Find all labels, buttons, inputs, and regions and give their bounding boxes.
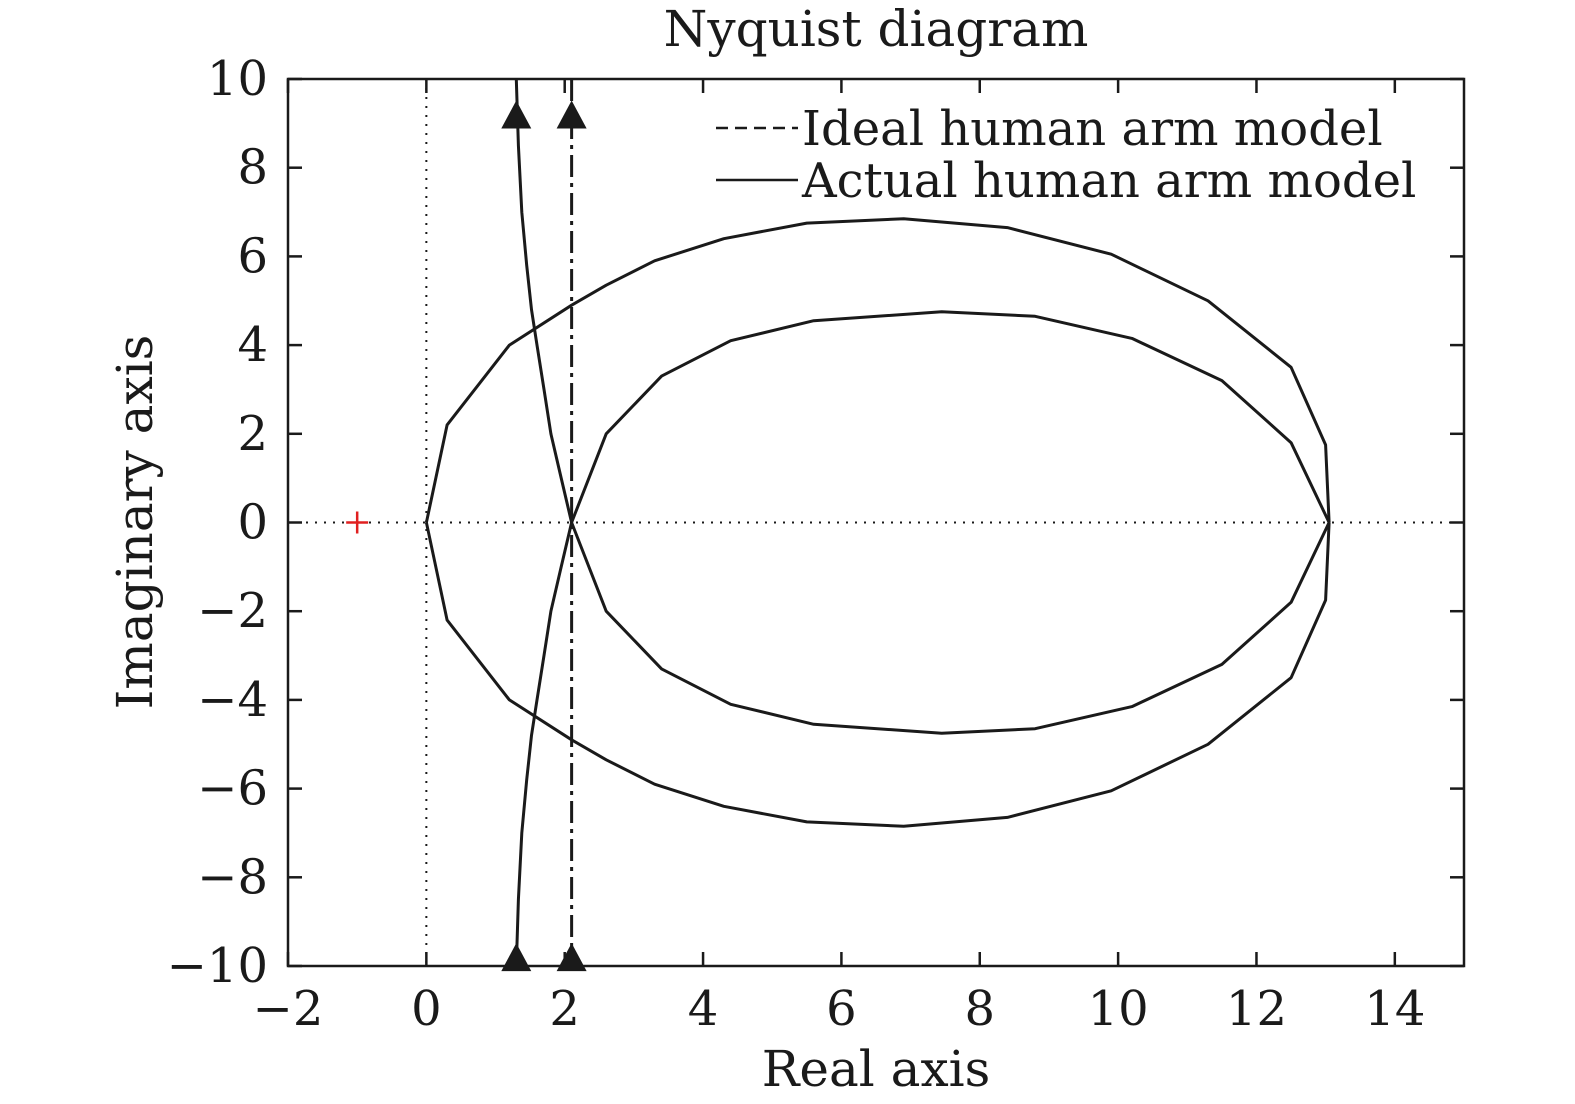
chart-title: Nyquist diagram <box>664 0 1089 58</box>
ideal-series-lower-line <box>570 521 1331 735</box>
y-tick-label: −10 <box>167 938 268 994</box>
y-tick-label: 2 <box>237 406 268 462</box>
legend-label-ideal: Ideal human arm model <box>802 101 1383 157</box>
x-tick-label: 14 <box>1364 981 1425 1037</box>
y-tick-label: −8 <box>197 849 268 905</box>
x-tick-label: 10 <box>1088 981 1149 1037</box>
y-tick-label: 4 <box>237 317 268 373</box>
ideal-series-upper-line <box>570 310 1331 524</box>
y-axis-label: Imaginary axis <box>106 335 164 710</box>
reference-lines <box>288 79 1464 966</box>
x-tick-label: 4 <box>688 981 719 1037</box>
legend-label-actual: Actual human arm model <box>801 153 1416 209</box>
series-group <box>424 78 1331 967</box>
arrow-marker <box>501 100 532 129</box>
x-tick-label: 6 <box>826 981 857 1037</box>
y-tick-label: −2 <box>197 583 268 639</box>
y-tick-label: −4 <box>197 672 268 728</box>
legend: Ideal human arm model Actual human arm m… <box>716 101 1416 209</box>
actual-series-upper-line <box>424 217 1331 523</box>
y-tick-label: −6 <box>197 761 268 817</box>
arrow-marker <box>556 100 587 129</box>
y-tick-label: 8 <box>237 140 268 196</box>
y-tick-label: 6 <box>237 228 268 284</box>
x-tick-label: 12 <box>1226 981 1287 1037</box>
actual-series-branch-upper <box>514 78 574 523</box>
arrow-marker <box>556 943 587 972</box>
arrow-marker <box>501 943 532 972</box>
critical-point-group <box>346 511 369 534</box>
arrow-markers <box>501 100 587 972</box>
x-tick-label: 8 <box>964 981 995 1037</box>
x-tick-label: 0 <box>411 981 442 1037</box>
actual-series-lower-line <box>424 522 1331 828</box>
x-tick-label: 2 <box>549 981 580 1037</box>
y-tick-label: 10 <box>207 51 268 107</box>
actual-series-branch-lower <box>514 522 574 967</box>
tick-labels: −2 0 2 4 6 8 10 12 14 −10 −8 −6 −4 −2 0 2 4 6 8 10 <box>167 51 1426 1037</box>
x-axis-label: Real axis <box>762 1040 991 1098</box>
y-tick-label: 0 <box>237 495 268 551</box>
plot-frame <box>286 77 1466 968</box>
x-tick-label: −2 <box>253 981 324 1037</box>
